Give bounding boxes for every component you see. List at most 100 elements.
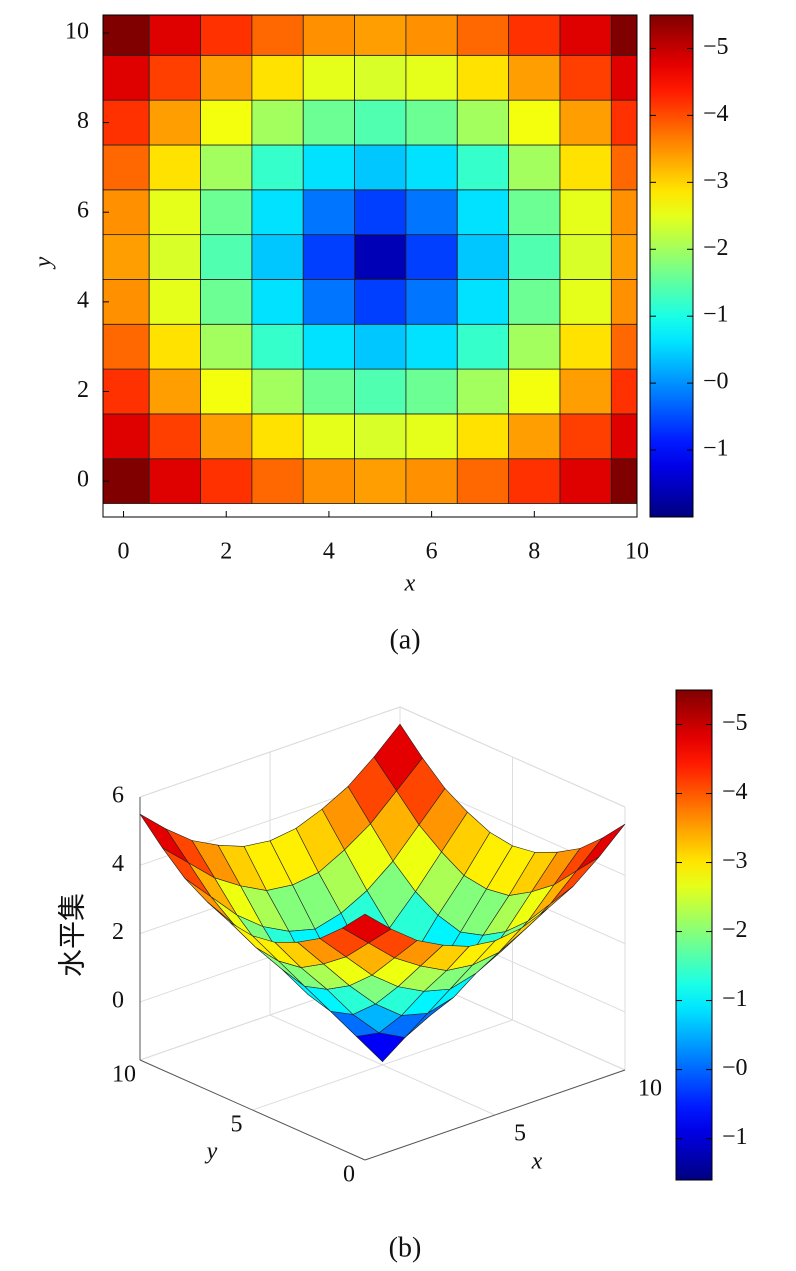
heat-cell	[251, 234, 304, 280]
heat-cell	[302, 279, 355, 325]
x-tick-label: 8	[528, 539, 540, 565]
z-tick-label: 2	[112, 919, 124, 945]
surface-patch	[355, 1032, 406, 1063]
colorbar-tick-label: −1	[703, 436, 729, 462]
heat-cell	[405, 144, 458, 191]
heat-cell	[559, 368, 612, 415]
heat-cell	[103, 144, 150, 191]
heat-cell	[456, 279, 510, 325]
heat-cell	[508, 54, 561, 101]
y-tick-label: 6	[77, 198, 89, 224]
heat-cell	[610, 189, 637, 236]
colorbar-tick-label: −1	[722, 1124, 748, 1150]
heat-cell	[456, 54, 510, 101]
heat-cell	[103, 458, 150, 504]
heat-cell	[200, 54, 253, 101]
heat-cell	[405, 458, 458, 504]
plot-frame	[102, 14, 638, 518]
heat-cell	[508, 323, 561, 370]
heat-cell	[148, 323, 201, 370]
heat-cell	[302, 234, 355, 280]
heat-cell	[302, 458, 355, 504]
caption: (b)	[389, 1232, 422, 1263]
heat-cell	[354, 368, 407, 415]
heat-cell	[251, 54, 304, 101]
heat-cell	[559, 189, 612, 236]
heat-cell	[251, 458, 304, 504]
heat-cell	[354, 99, 407, 146]
heat-cell	[508, 189, 561, 236]
heat-cell	[354, 189, 407, 236]
heatmap-cells	[103, 15, 637, 504]
heat-cell	[354, 279, 407, 325]
heat-cell	[559, 458, 612, 504]
z-tick-label: 4	[112, 851, 124, 877]
colorbar-tick-label: −2	[722, 917, 748, 943]
heat-cell	[148, 15, 201, 56]
colorbar	[675, 689, 713, 1181]
x-tick-label: 10	[638, 1076, 662, 1102]
colorbar-tick-label: −2	[703, 235, 729, 261]
heat-cell	[200, 144, 253, 191]
heat-cell	[405, 54, 458, 101]
heat-cell	[251, 413, 304, 460]
heat-cell	[148, 413, 201, 460]
heat-cell	[103, 368, 150, 415]
heat-cell	[302, 15, 355, 56]
x-tick-label: 6	[426, 539, 438, 565]
heat-cell	[148, 99, 201, 146]
heat-cell	[354, 323, 407, 370]
heat-cell	[405, 234, 458, 280]
heat-cell	[251, 368, 304, 415]
heat-cell	[559, 144, 612, 191]
y-tick-label: 0	[77, 467, 89, 493]
z-tick-label: 6	[112, 783, 124, 809]
heat-cell	[251, 323, 304, 370]
x-axis-label: x	[531, 1149, 543, 1175]
heat-cell	[148, 279, 201, 325]
heat-cell	[405, 323, 458, 370]
y-axis-label: y	[31, 256, 57, 269]
colorbar-tick-label: −4	[703, 101, 729, 127]
heat-cell	[103, 189, 150, 236]
x-axis-label: x	[404, 571, 416, 597]
heat-cell	[405, 99, 458, 146]
heat-cell	[610, 234, 637, 280]
heat-cell	[200, 413, 253, 460]
x-tick-label: 4	[323, 539, 335, 565]
colorbar-tick-label: −3	[703, 168, 729, 194]
heat-cell	[559, 323, 612, 370]
y-tick-label: 4	[77, 287, 89, 313]
heat-cell	[148, 189, 201, 236]
heat-cell	[508, 99, 561, 146]
heat-cell	[508, 279, 561, 325]
heat-cell	[148, 144, 201, 191]
colorbar-tick-label: −0	[703, 369, 729, 395]
heat-cell	[610, 279, 637, 325]
heat-cell	[508, 368, 561, 415]
heat-cell	[200, 458, 253, 504]
colorbar-tick-label: −5	[722, 710, 748, 736]
heat-cell	[251, 189, 304, 236]
heat-cell	[200, 234, 253, 280]
heat-cell	[200, 368, 253, 415]
heat-cell	[200, 323, 253, 370]
heat-cell	[148, 54, 201, 101]
heat-cell	[200, 99, 253, 146]
heat-cell	[302, 99, 355, 146]
heat-cell	[508, 144, 561, 191]
heat-cell	[456, 458, 510, 504]
heat-cell	[302, 54, 355, 101]
heat-cell	[354, 54, 407, 101]
heat-cell	[251, 144, 304, 191]
heat-cell	[559, 99, 612, 146]
heat-cell	[251, 99, 304, 146]
heat-cell	[456, 15, 510, 56]
heat-cell	[200, 279, 253, 325]
heat-cell	[103, 413, 150, 460]
heat-cell	[405, 15, 458, 56]
heat-cell	[559, 279, 612, 325]
heat-cell	[405, 279, 458, 325]
